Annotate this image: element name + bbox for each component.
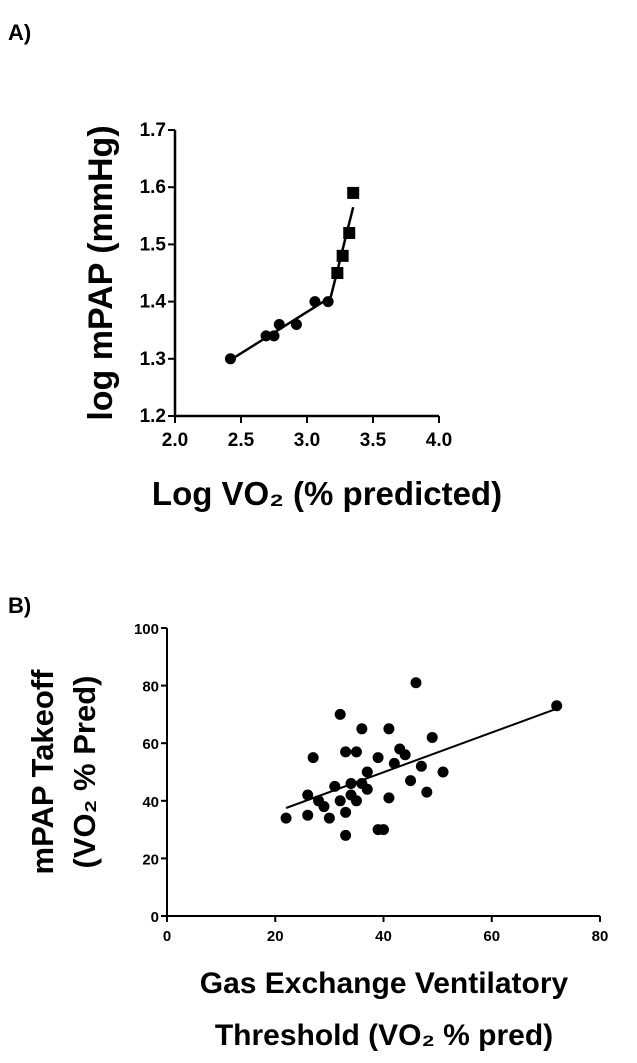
y-tick-label: 1.3 (140, 349, 166, 370)
data-point-circle (372, 752, 384, 764)
data-point-square (331, 267, 344, 279)
y-tick-label: 60 (142, 736, 159, 753)
data-point-circle (318, 801, 330, 813)
data-point-circle (290, 318, 302, 330)
y-tick-label: 80 (142, 679, 159, 696)
data-point-circle (329, 780, 341, 792)
panel-b-points (280, 677, 563, 841)
panel-a: A) 1.2 1.3 1.4 1.5 1.6 1.7 2.0 2.5 3.0 3.5 4.0 lo… (8, 20, 502, 512)
x-tick-label: 3.5 (360, 430, 387, 451)
data-point-circle (273, 318, 285, 330)
data-point-circle (383, 792, 395, 804)
y-tick-label: 1.7 (140, 120, 166, 141)
panel-b-y-ticks: 0 20 40 60 80 100 (134, 621, 167, 926)
y-tick-label: 20 (142, 851, 159, 868)
data-point-circle (345, 778, 357, 790)
x-tick-label: 40 (375, 928, 392, 945)
panel-a-fit-lines (229, 206, 355, 362)
data-point-circle (551, 700, 563, 712)
panel-b: B) 0 20 40 60 80 100 0 20 40 60 80 mPAP Takeoff (… (8, 593, 608, 1052)
panel-a-y-ticks: 1.2 1.3 1.4 1.5 1.6 1.7 (140, 120, 175, 427)
data-point-circle (437, 766, 449, 778)
panel-a-x-ticks: 2.0 2.5 3.0 3.5 4.0 (162, 416, 452, 451)
y-tick-label: 1.2 (140, 406, 166, 427)
panel-a-x-axis-label: Log VO₂ (% predicted) (152, 475, 502, 512)
y-tick-label: 0 (151, 909, 159, 926)
data-point-circle (356, 723, 368, 735)
data-point-circle (383, 723, 395, 735)
fit-line (285, 707, 558, 809)
panel-a-y-axis-label: log mPAP (mmHg) (82, 125, 120, 420)
y-tick-label: 1.6 (140, 177, 166, 198)
panel-b-x-axis-label-line1: Gas Exchange Ventilatory (200, 967, 569, 1000)
y-tick-label: 100 (134, 621, 159, 638)
x-tick-label: 3.0 (294, 430, 320, 451)
y-tick-label: 1.4 (140, 292, 167, 313)
data-point-square (343, 226, 356, 239)
data-point-circle (415, 760, 427, 772)
data-point-circle (361, 783, 373, 795)
x-tick-label: 0 (163, 928, 171, 945)
panel-b-fit-lines (285, 707, 558, 809)
data-point-circle (340, 746, 352, 758)
data-point-circle (323, 812, 335, 824)
data-point-circle (388, 757, 400, 769)
data-point-circle (307, 752, 319, 764)
data-point-circle (280, 812, 292, 824)
panel-b-y-axis-label-line2: (VO₂ % Pred) (67, 676, 102, 869)
x-tick-label: 20 (267, 928, 284, 945)
data-point-circle (421, 786, 433, 798)
x-tick-label: 80 (592, 928, 609, 945)
data-point-square (336, 249, 349, 262)
y-tick-label: 1.5 (140, 234, 167, 255)
data-point-circle (340, 806, 352, 818)
panel-b-x-ticks: 0 20 40 60 80 (163, 916, 609, 945)
data-point-circle (426, 731, 438, 743)
data-point-circle (350, 746, 362, 758)
data-point-circle (334, 708, 346, 720)
data-point-circle (405, 775, 417, 787)
y-tick-label: 40 (142, 794, 159, 811)
data-point-circle (340, 829, 352, 841)
data-point-circle (378, 824, 389, 836)
data-point-circle (334, 795, 346, 807)
data-point-circle (224, 353, 236, 365)
data-point-circle (399, 749, 411, 761)
panel-b-x-axis-label-line2: Threshold (VO₂ % pred) (215, 1019, 553, 1052)
x-tick-label: 2.0 (162, 430, 188, 451)
data-point-circle (322, 296, 334, 308)
panel-a-points (224, 186, 360, 365)
data-point-circle (302, 789, 314, 801)
data-point-circle (410, 677, 422, 689)
panel-b-label: B) (8, 593, 31, 618)
data-point-circle (350, 795, 362, 807)
x-tick-label: 60 (483, 928, 500, 945)
data-point-circle (260, 330, 272, 342)
data-point-circle (302, 809, 314, 821)
data-point-circle (309, 296, 321, 308)
data-point-circle (361, 766, 373, 778)
data-point-square (347, 186, 360, 199)
panel-a-label: A) (8, 20, 31, 45)
x-tick-label: 2.5 (228, 430, 255, 451)
data-point-circle (268, 330, 280, 342)
x-tick-label: 4.0 (426, 430, 452, 451)
panel-b-y-axis-label-line1: mPAP Takeoff (25, 669, 60, 875)
